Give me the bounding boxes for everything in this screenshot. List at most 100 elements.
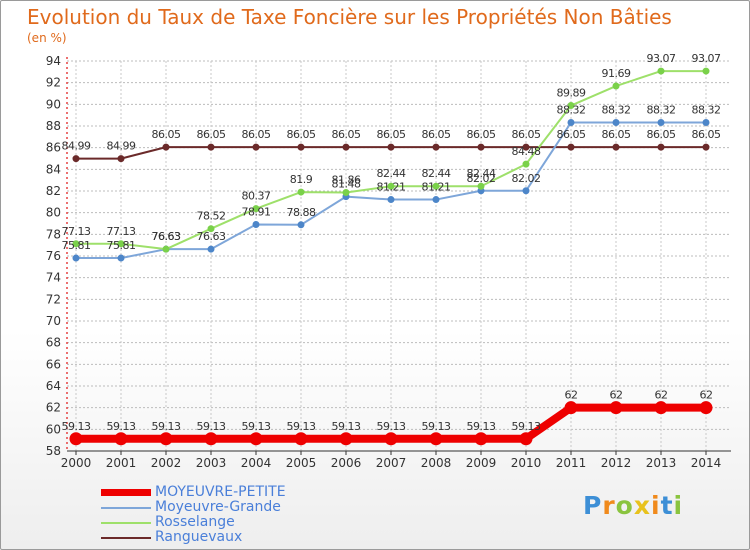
x-tick-label: 2005 [286, 456, 317, 470]
data-label-ranguevaux: 86.05 [332, 128, 361, 141]
legend-label-moyeuvre-grande: Moyeuvre-Grande [155, 499, 281, 515]
data-label-moyeuvre-petite: 62 [700, 389, 713, 402]
data-point-ranguevaux [297, 143, 305, 151]
data-point-ranguevaux [432, 143, 440, 151]
data-label-moyeuvre-grande: 81.21 [377, 181, 406, 194]
proxiti-logo: Proxiti [583, 491, 684, 520]
legend-swatch-moyeuvre-grande [101, 506, 151, 509]
data-point-moyeuvre-grande [432, 196, 440, 204]
data-point-moyeuvre-petite [609, 401, 623, 415]
data-point-rosselange [252, 205, 260, 213]
data-label-ranguevaux: 86.05 [512, 128, 541, 141]
data-label-moyeuvre-grande: 88.32 [647, 104, 676, 117]
data-label-rosselange: 89.89 [557, 87, 586, 100]
data-label-moyeuvre-grande: 75.81 [107, 239, 136, 252]
data-point-moyeuvre-grande [72, 254, 80, 262]
data-label-ranguevaux: 84.99 [107, 140, 136, 153]
x-tick-label: 2003 [196, 456, 227, 470]
data-point-ranguevaux [477, 143, 485, 151]
data-label-moyeuvre-petite: 59.13 [197, 420, 226, 433]
data-label-moyeuvre-grande: 82.02 [512, 172, 541, 185]
data-point-ranguevaux [657, 143, 665, 151]
data-point-rosselange [477, 182, 485, 190]
chart-title: Evolution du Taux de Taxe Foncière sur l… [27, 5, 672, 29]
legend-item-rosselange: Rosselange [101, 515, 286, 530]
data-point-rosselange [117, 240, 125, 248]
y-tick-label: 84 [46, 162, 61, 176]
data-point-rosselange [657, 67, 665, 75]
data-label-moyeuvre-petite: 59.13 [332, 420, 361, 433]
data-label-moyeuvre-petite: 59.13 [467, 420, 496, 433]
data-label-rosselange: 78.52 [197, 210, 226, 223]
y-tick-label: 78 [46, 227, 61, 241]
data-point-moyeuvre-petite [564, 401, 578, 415]
data-label-moyeuvre-petite: 59.13 [62, 420, 91, 433]
data-label-ranguevaux: 86.05 [647, 128, 676, 141]
y-tick-label: 70 [46, 314, 61, 328]
legend-swatch-ranguevaux [101, 536, 151, 539]
legend-swatch-moyeuvre-petite [101, 489, 151, 496]
data-label-moyeuvre-petite: 59.13 [377, 420, 406, 433]
y-tick-label: 58 [46, 444, 61, 458]
legend-label-moyeuvre-petite: MOYEUVRE-PETITE [155, 484, 286, 500]
x-tick-label: 2009 [466, 456, 497, 470]
data-label-moyeuvre-grande: 88.32 [557, 104, 586, 117]
data-label-moyeuvre-grande: 81.21 [422, 181, 451, 194]
data-label-rosselange: 77.13 [107, 225, 136, 238]
data-label-moyeuvre-grande: 76.63 [197, 230, 226, 243]
data-point-ranguevaux [162, 143, 170, 151]
data-point-moyeuvre-petite [159, 432, 173, 446]
y-tick-label: 60 [46, 422, 61, 436]
data-label-ranguevaux: 86.05 [557, 128, 586, 141]
data-label-ranguevaux: 86.05 [602, 128, 631, 141]
data-point-ranguevaux [522, 143, 530, 151]
legend-label-rosselange: Rosselange [155, 514, 235, 530]
data-label-rosselange: 91.69 [602, 67, 631, 80]
data-point-ranguevaux [702, 143, 710, 151]
series-layer [69, 67, 713, 446]
data-point-moyeuvre-grande [252, 220, 260, 228]
data-label-layer: 59.13 59.13 59.13 59.13 59.13 59.13 59.13 59.13… [62, 52, 722, 433]
data-point-moyeuvre-petite [204, 432, 218, 446]
data-point-moyeuvre-petite [699, 401, 713, 415]
data-label-rosselange: 80.37 [242, 190, 271, 203]
legend: MOYEUVRE-PETITE Moyeuvre-Grande Rosselan… [101, 485, 286, 545]
y-tick-label: 72 [46, 292, 61, 306]
y-tick-label: 88 [46, 119, 61, 133]
data-point-rosselange [342, 189, 350, 197]
y-axis-unit-label: (en %) [27, 31, 67, 45]
data-point-moyeuvre-petite [429, 432, 443, 446]
data-label-moyeuvre-grande: 78.88 [287, 206, 316, 219]
data-label-ranguevaux: 86.05 [242, 128, 271, 141]
data-point-ranguevaux [612, 143, 620, 151]
data-point-moyeuvre-petite [114, 432, 128, 446]
data-label-moyeuvre-petite: 59.13 [107, 420, 136, 433]
data-label-moyeuvre-petite: 59.13 [512, 420, 541, 433]
data-point-moyeuvre-grande [522, 187, 530, 195]
data-label-moyeuvre-grande: 88.32 [692, 104, 721, 117]
data-label-ranguevaux: 84.99 [62, 140, 91, 153]
legend-item-moyeuvre-petite: MOYEUVRE-PETITE [101, 485, 286, 500]
data-label-rosselange: 93.07 [692, 52, 721, 65]
data-label-moyeuvre-petite: 62 [565, 389, 578, 402]
y-tick-label: 92 [46, 76, 61, 90]
data-point-ranguevaux [387, 143, 395, 151]
data-label-rosselange: 81.86 [332, 174, 361, 187]
data-point-moyeuvre-grande [207, 245, 215, 253]
legend-item-ranguevaux: Ranguevaux [101, 530, 286, 545]
data-label-rosselange: 82.44 [422, 167, 451, 180]
legend-label-ranguevaux: Ranguevaux [155, 529, 243, 545]
data-point-moyeuvre-grande [387, 196, 395, 204]
data-point-moyeuvre-petite [474, 432, 488, 446]
data-point-ranguevaux [252, 143, 260, 151]
x-tick-label: 2001 [106, 456, 137, 470]
y-tick-label: 82 [46, 184, 61, 198]
y-tick-label: 62 [46, 401, 61, 415]
data-point-rosselange [387, 182, 395, 190]
x-tick-label: 2008 [421, 456, 452, 470]
data-label-rosselange: 93.07 [647, 52, 676, 65]
y-tick-label: 94 [46, 54, 61, 68]
y-tick-label: 66 [46, 357, 61, 371]
axis-layer: 58 60 62 64 66 68 70 72 74 76 78 80 82 84 86 88 90 92 94 20… [46, 54, 731, 470]
